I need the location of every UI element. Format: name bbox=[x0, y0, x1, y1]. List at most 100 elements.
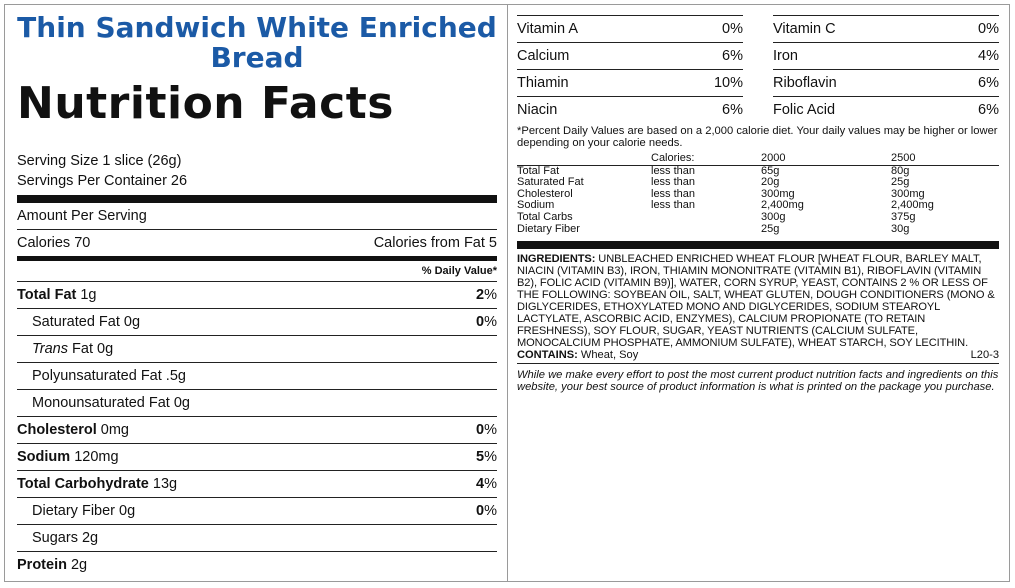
nutrient-name: Sodium bbox=[17, 449, 71, 465]
amount-per-serving-label: Amount Per Serving bbox=[17, 208, 147, 224]
reference-cell: 2000 bbox=[761, 152, 891, 166]
reference-row: Dietary Fiber 25g 30g bbox=[517, 222, 999, 236]
nutrient-label: Total Fat 1g bbox=[17, 287, 97, 303]
nutrient-label: Saturated Fat 0g bbox=[17, 314, 140, 330]
reference-cell: Total Fat bbox=[517, 164, 560, 177]
daily-value-number: 0 bbox=[476, 503, 485, 519]
nutrient-name: Dietary Fiber bbox=[32, 503, 115, 519]
nutrient-name: Sugars bbox=[32, 530, 78, 546]
nutrient-label: Polyunsaturated Fat .5g bbox=[17, 368, 186, 384]
reference-cell: 20g bbox=[761, 176, 780, 189]
vitamin-value: 6% bbox=[722, 48, 743, 64]
servings-per-container: Servings Per Container 26 bbox=[17, 173, 188, 189]
percent-sign: % bbox=[484, 287, 497, 303]
reference-cell: less than bbox=[651, 199, 696, 212]
vitamin-row: Riboflavin 6% bbox=[773, 69, 999, 96]
nutrient-row: Protein 2g bbox=[17, 552, 497, 578]
nutrient-label: Monounsaturated Fat 0g bbox=[17, 395, 190, 411]
nutrient-daily-value: 4% bbox=[476, 476, 497, 492]
reference-cell bbox=[651, 224, 761, 236]
vitamin-name: Folic Acid bbox=[773, 102, 836, 118]
nutrient-row: Cholesterol 0mg 0% bbox=[17, 417, 497, 444]
reference-cell: Total Carbs bbox=[517, 210, 573, 223]
nutrient-amount: 0mg bbox=[96, 422, 130, 438]
reference-cell: 300mg bbox=[761, 187, 795, 200]
vitamin-value: 4% bbox=[978, 48, 999, 64]
ingredients-block: INGREDIENTS: UNBLEACHED ENRICHED WHEAT F… bbox=[517, 253, 999, 349]
vitamin-value: 0% bbox=[722, 21, 743, 37]
reference-cell: 2,400mg bbox=[761, 199, 804, 212]
disclaimer: While we make every effort to post the m… bbox=[517, 369, 999, 394]
vitamin-value: 6% bbox=[978, 102, 999, 118]
vitamin-row: Vitamin A 0% bbox=[517, 15, 743, 42]
nutrient-name: Polyunsaturated Fat bbox=[32, 368, 162, 384]
nutrient-label: Sugars 2g bbox=[17, 530, 98, 546]
reference-cell: Cholesterol bbox=[517, 187, 573, 200]
reference-cell: 300g bbox=[761, 210, 786, 223]
nutrient-row: Total Carbohydrate 13g 4% bbox=[17, 471, 497, 498]
nutrient-amount: .5g bbox=[161, 368, 186, 384]
percent-sign: % bbox=[484, 476, 497, 492]
vitamin-name: Vitamin C bbox=[773, 21, 836, 37]
serving-size: Serving Size 1 slice (26g) bbox=[17, 153, 182, 169]
nutrient-row: Saturated Fat 0g 0% bbox=[17, 309, 497, 336]
vitamin-value: 6% bbox=[722, 102, 743, 118]
nutrient-amount: 120mg bbox=[70, 449, 119, 465]
percent-sign: % bbox=[484, 503, 497, 519]
vitamin-value: 0% bbox=[978, 21, 999, 37]
reference-cell: 2,400mg bbox=[891, 199, 934, 212]
reference-cell: less than bbox=[651, 164, 696, 177]
reference-cell: 375g bbox=[891, 210, 916, 223]
reference-cell: 25g bbox=[761, 222, 780, 235]
reference-header-row: Calories: 2000 2500 bbox=[517, 152, 999, 166]
thick-divider-right bbox=[517, 241, 999, 250]
nutrient-row: Polyunsaturated Fat .5g bbox=[17, 363, 497, 390]
reference-row: Saturated Fat less than 20g 25g bbox=[517, 177, 999, 189]
reference-cell bbox=[517, 153, 651, 166]
daily-value-number: 0 bbox=[476, 314, 485, 330]
reference-row: Sodium less than 2,400mg 2,400mg bbox=[517, 200, 999, 212]
thick-divider bbox=[17, 195, 497, 203]
amount-per-serving-row: Amount Per Serving bbox=[17, 203, 497, 230]
nutrient-name: Total Carbohydrate bbox=[17, 476, 149, 492]
nutrient-daily-value: 0% bbox=[476, 314, 497, 330]
daily-value-reference-table: Calories: 2000 2500 Total Fat less than 65g 80… bbox=[517, 152, 999, 236]
nutrient-row: Dietary Fiber 0g 0% bbox=[17, 498, 497, 525]
reference-cell: 30g bbox=[891, 222, 910, 235]
reference-row: Cholesterol less than 300mg 300mg bbox=[517, 187, 999, 201]
reference-row: Total Carbs 300g 375g bbox=[517, 210, 999, 224]
nutrient-name: Trans bbox=[32, 341, 68, 357]
nutrient-amount: 13g bbox=[148, 476, 178, 492]
vitamin-row: Calcium 6% bbox=[517, 42, 743, 69]
nutrient-row: Trans Fat 0g bbox=[17, 336, 497, 363]
vitamin-value: 10% bbox=[713, 75, 743, 91]
vitamin-row: Iron 4% bbox=[773, 42, 999, 69]
reference-cell: 65g bbox=[761, 164, 780, 177]
reference-cell bbox=[651, 212, 761, 224]
vitamin-row: Thiamin 10% bbox=[517, 69, 743, 96]
nutrient-name: Monounsaturated Fat bbox=[32, 395, 170, 411]
percent-sign: % bbox=[484, 449, 497, 465]
nutrient-daily-value: 5% bbox=[476, 449, 497, 465]
vitamin-row: Vitamin C 0% bbox=[773, 15, 999, 42]
vitamin-column-right: Vitamin C 0% Iron 4% Riboflavin 6% Folic Acid 6… bbox=[773, 15, 999, 123]
daily-value-footnote: *Percent Daily Values are based on a 2,0… bbox=[517, 125, 998, 149]
product-title: Thin Sandwich White Enriched Bread bbox=[17, 11, 497, 74]
reference-cell: 25g bbox=[891, 176, 910, 189]
nutrient-row: Total Fat 1g 2% bbox=[17, 282, 497, 309]
reference-cell: 80g bbox=[891, 164, 910, 177]
calories-label: Calories 70 bbox=[17, 235, 91, 251]
reference-cell: Dietary Fiber bbox=[517, 222, 580, 235]
nutrient-daily-value: 0% bbox=[476, 422, 497, 438]
vitamin-name: Niacin bbox=[517, 102, 558, 118]
vitamin-name: Thiamin bbox=[517, 75, 569, 91]
calories-from-fat: Calories from Fat 5 bbox=[373, 235, 497, 251]
contains-text: Wheat, Soy bbox=[577, 349, 639, 362]
nutrient-label: Protein 2g bbox=[17, 557, 87, 573]
nutrient-amount: 2g bbox=[77, 530, 99, 546]
ingredients-label: INGREDIENTS: bbox=[517, 253, 596, 266]
nutrition-label-frame: Thin Sandwich White Enriched Bread Nutri… bbox=[4, 4, 1010, 582]
vitamin-name: Vitamin A bbox=[517, 21, 578, 37]
product-code: L20-3 bbox=[970, 349, 999, 362]
medium-divider bbox=[17, 256, 497, 261]
